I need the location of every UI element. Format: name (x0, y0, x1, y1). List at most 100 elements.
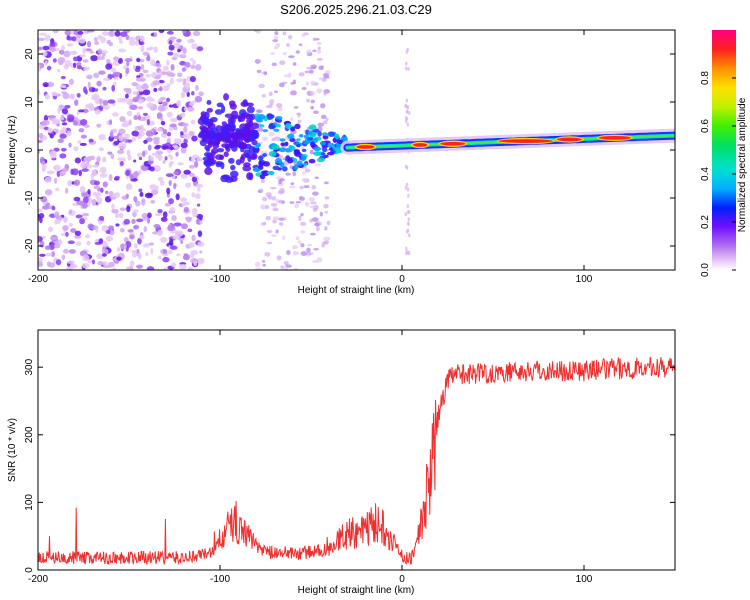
spectrogram-streak-mark (406, 122, 410, 127)
spectrogram-noise-mark (300, 251, 308, 256)
spectrogram-noise-mark (113, 135, 118, 140)
spectrogram-burst-mark (246, 106, 255, 114)
spectrogram-noise-mark (76, 65, 83, 70)
spectrogram-noise-mark (261, 260, 266, 263)
spectrogram-noise-mark (113, 128, 118, 134)
spectrogram-noise-mark (62, 92, 70, 100)
spectrogram-hot-spot-core (440, 141, 466, 146)
spectrogram-noise-mark (164, 202, 171, 207)
spectrogram-noise-mark (183, 169, 191, 175)
spectrogram-noise-mark (113, 140, 120, 145)
spectrogram-noise-mark (109, 119, 113, 126)
spectrogram-noise-mark (292, 250, 297, 256)
spectrogram-noise-mark (129, 104, 138, 111)
spectrogram-noise-mark (150, 200, 156, 204)
spectrogram-taper-mark (303, 140, 310, 145)
spectrogram-streak-mark (406, 47, 409, 52)
spectrogram-noise-mark (162, 160, 166, 164)
spectrogram-taper-mark (256, 143, 261, 148)
spectrogram-noise-mark (199, 217, 203, 221)
spectrogram-noise-mark (168, 104, 174, 108)
spectrogram-noise-mark (132, 91, 140, 96)
spectrogram-noise-mark (81, 212, 90, 217)
spectrogram-noise-mark (266, 230, 273, 233)
spectrogram-noise-mark (120, 97, 127, 103)
spectrogram-noise-mark (74, 157, 82, 164)
spectrogram-noise-mark (301, 86, 307, 90)
spectrogram-noise-mark (126, 205, 131, 213)
colorbar-label: Normalized spectral amplitude (737, 97, 748, 232)
spectrogram-noise-mark (322, 73, 330, 78)
spectrogram-taper-mark (301, 148, 307, 152)
snr-frame (37, 329, 676, 571)
spectrogram-noise-mark (60, 84, 67, 89)
spectrogram-noise-mark (39, 216, 43, 224)
spectrogram-noise-mark (166, 131, 172, 137)
spectrogram-noise-mark (129, 234, 135, 240)
spectrogram-streak-mark (406, 228, 410, 233)
spectrogram-noise-mark (162, 128, 168, 135)
spectrogram-taper-mark (275, 116, 283, 120)
spectrogram-noise-mark (146, 217, 151, 224)
spectrogram-burst-mark (204, 167, 213, 175)
snr-y-tick-label: 0 (24, 567, 35, 573)
spectrogram-taper-mark (274, 123, 282, 128)
spectrogram-noise-mark (276, 255, 282, 261)
spectrogram-noise-mark (71, 168, 79, 176)
spectrogram-noise-mark (304, 201, 310, 207)
spectrogram-noise-mark (38, 261, 43, 266)
spectrogram-noise-mark (149, 155, 154, 162)
colorbar: 0.0 0.2 0.4 0.6 0.8 Normalized spectral ampl… (700, 30, 748, 277)
spectrogram-noise-mark (323, 76, 330, 79)
spectrogram-taper-mark (293, 149, 300, 153)
spectrogram-noise-mark (149, 184, 157, 190)
spectrogram-noise-mark (306, 66, 314, 70)
spectrogram-burst-mark (230, 122, 236, 131)
spectrogram-noise-mark (171, 262, 176, 268)
spectrogram-noise-mark (87, 30, 95, 33)
colorbar-tick-label: 0.2 (700, 215, 711, 229)
spectrogram-noise-mark (181, 67, 186, 72)
spectrogram-noise-mark (187, 106, 195, 112)
spectrogram-noise-mark (56, 170, 61, 178)
spectrogram-noise-mark (101, 52, 106, 57)
spectrogram-noise-mark (166, 187, 171, 195)
spectrogram-noise-mark (154, 145, 161, 150)
spectrogram-noise-mark (154, 212, 163, 217)
spectrogram-noise-mark (134, 126, 139, 132)
spectrogram-noise-mark (192, 154, 200, 159)
spectrogram-noise-mark (118, 128, 126, 135)
spectrogram-noise-mark (133, 196, 138, 203)
spectrogram-burst-mark (240, 101, 249, 107)
spectrogram-noise-mark (38, 235, 43, 243)
spectrogram-noise-mark (191, 43, 198, 50)
spectrogram-noise-mark (127, 154, 132, 161)
spectrogram-noise-mark (88, 138, 94, 143)
spectrogram-taper-mark (326, 151, 335, 156)
spectrogram-burst-mark (214, 109, 223, 115)
spectrogram-noise-mark (147, 144, 152, 151)
spectrogram-noise-mark (265, 104, 273, 109)
spectrogram-noise-mark (166, 59, 170, 66)
spectrogram-noise-mark (145, 130, 154, 137)
spectrogram-noise-mark (123, 65, 127, 70)
spectrogram-noise-mark (73, 62, 77, 69)
snr-y-tick-label: 100 (24, 494, 35, 511)
spectrogram-noise-mark (183, 201, 190, 206)
spectrogram-noise-mark (298, 215, 302, 219)
spectrogram-noise-mark (297, 119, 302, 124)
spectrogram-noise-mark (162, 85, 170, 92)
spectrogram-noise-mark (133, 159, 137, 163)
spectrogram-noise-mark (146, 102, 155, 109)
spectrogram-noise-mark (173, 182, 177, 190)
spectrogram-noise-mark (323, 181, 329, 185)
spectrogram-noise-mark (119, 116, 126, 122)
spectrogram-noise-mark (181, 112, 186, 118)
spectrogram-noise-mark (142, 89, 151, 96)
spectrogram-noise-mark (152, 80, 160, 86)
spectrogram-noise-mark (72, 120, 78, 126)
spectrogram-streak-mark (408, 110, 411, 115)
spectrogram-noise-mark (109, 131, 114, 138)
spectrogram-streak-mark (407, 221, 410, 226)
spectrogram-noise-mark (277, 190, 285, 195)
